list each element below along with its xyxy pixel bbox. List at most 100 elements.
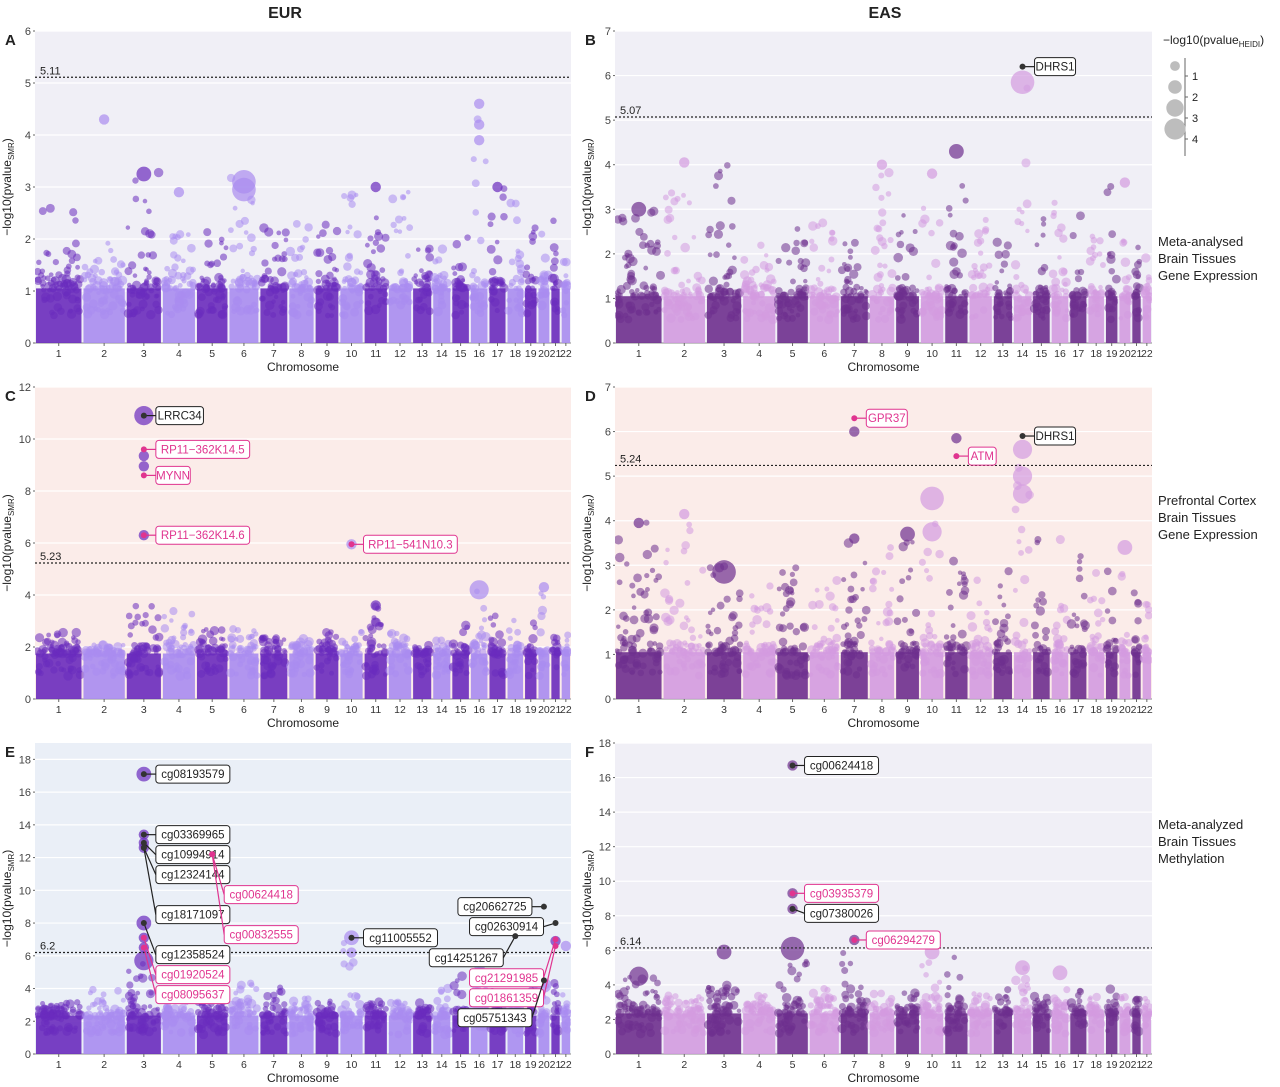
snp-point xyxy=(1055,534,1065,545)
snp-point xyxy=(786,305,792,311)
snp-point xyxy=(418,1022,428,1031)
x-axis-label: Chromosome xyxy=(267,716,339,730)
snp-point xyxy=(910,540,915,545)
snp-point xyxy=(86,1005,92,1011)
snp-point xyxy=(1077,268,1085,276)
snp-point xyxy=(516,289,526,299)
snp-point xyxy=(825,303,831,309)
snp-point xyxy=(288,307,298,317)
snp-point xyxy=(950,242,958,250)
snp-point xyxy=(1145,282,1150,288)
snp-point xyxy=(947,283,957,293)
snp-point xyxy=(1142,646,1150,654)
snp-point xyxy=(58,1016,64,1023)
snp-point xyxy=(759,300,766,307)
snp-point xyxy=(421,1009,427,1015)
snp-point xyxy=(155,1006,161,1012)
snp-point xyxy=(927,301,936,309)
snp-point xyxy=(126,301,132,307)
label-box xyxy=(155,865,231,885)
snp-point xyxy=(1075,574,1084,583)
snp-point xyxy=(901,213,906,218)
x-tick-label: 22 xyxy=(1141,704,1153,716)
snp-point xyxy=(165,310,170,316)
snp-point xyxy=(366,639,376,649)
snp-point xyxy=(847,248,854,255)
snp-point xyxy=(452,240,462,249)
snp-point xyxy=(781,243,791,253)
snp-point xyxy=(185,266,195,276)
x-tick-label: 1 xyxy=(56,704,62,716)
snp-point xyxy=(44,1012,50,1018)
snp-point xyxy=(555,639,561,646)
snp-point xyxy=(665,595,674,604)
snp-point xyxy=(172,285,178,291)
snp-point xyxy=(542,1008,551,1017)
snp-point xyxy=(1064,308,1070,313)
snp-point xyxy=(849,269,859,279)
snp-point xyxy=(114,987,122,995)
chromosome-band xyxy=(1013,652,1032,699)
snp-point xyxy=(740,255,749,264)
snp-point xyxy=(331,1029,341,1038)
label-box xyxy=(967,446,997,466)
snp-point xyxy=(842,241,848,247)
snp-point xyxy=(863,288,868,294)
snp-point xyxy=(753,284,758,289)
label-anchor-dot xyxy=(140,844,147,851)
snp-point xyxy=(273,294,279,300)
x-tick-label: 7 xyxy=(271,348,277,360)
snp-point xyxy=(912,229,918,235)
snp-point xyxy=(88,299,98,309)
snp-point xyxy=(927,609,936,618)
snp-point xyxy=(1111,299,1118,306)
snp-point xyxy=(108,247,114,254)
snp-point xyxy=(35,1010,40,1016)
snp-point xyxy=(96,1006,102,1011)
snp-point xyxy=(343,262,352,271)
snp-point xyxy=(683,615,689,621)
snp-point xyxy=(1074,275,1083,283)
snp-point xyxy=(844,279,850,285)
snp-point xyxy=(453,1018,459,1024)
snp-point xyxy=(1041,626,1051,636)
snp-point xyxy=(363,663,369,668)
snp-point xyxy=(686,527,694,535)
highlight-point xyxy=(849,426,860,437)
label-leader-line xyxy=(143,922,157,955)
snp-point xyxy=(218,309,228,320)
x-tick-label: 6 xyxy=(241,1059,247,1071)
snp-point xyxy=(358,299,364,305)
x-tick-label: 11 xyxy=(370,348,381,360)
x-tick-label: 14 xyxy=(1017,348,1029,360)
snp-point xyxy=(95,1028,103,1037)
snp-point xyxy=(134,613,141,621)
snp-point xyxy=(825,591,835,601)
column-title-eur: EUR xyxy=(268,5,302,22)
snp-point xyxy=(768,286,775,293)
snp-point xyxy=(1016,539,1022,545)
snp-point xyxy=(161,283,171,293)
snp-point xyxy=(124,668,133,677)
snp-point xyxy=(524,264,531,271)
snp-point xyxy=(425,307,434,316)
snp-point xyxy=(356,1008,365,1017)
gene-label: cg20662725 xyxy=(457,897,547,917)
snp-point xyxy=(435,664,442,671)
snp-point xyxy=(490,284,496,291)
snp-point xyxy=(624,249,633,258)
snp-point xyxy=(1051,199,1058,206)
snp-point xyxy=(787,659,794,666)
highlight-point xyxy=(1012,466,1033,486)
snp-point xyxy=(1119,570,1126,578)
snp-point xyxy=(856,666,863,672)
snp-point xyxy=(853,263,862,272)
highlight-point xyxy=(922,522,942,542)
snp-point xyxy=(802,653,811,662)
snp-point xyxy=(118,667,127,676)
snp-point xyxy=(844,622,850,627)
snp-point xyxy=(969,283,978,293)
snp-point xyxy=(312,1007,322,1017)
